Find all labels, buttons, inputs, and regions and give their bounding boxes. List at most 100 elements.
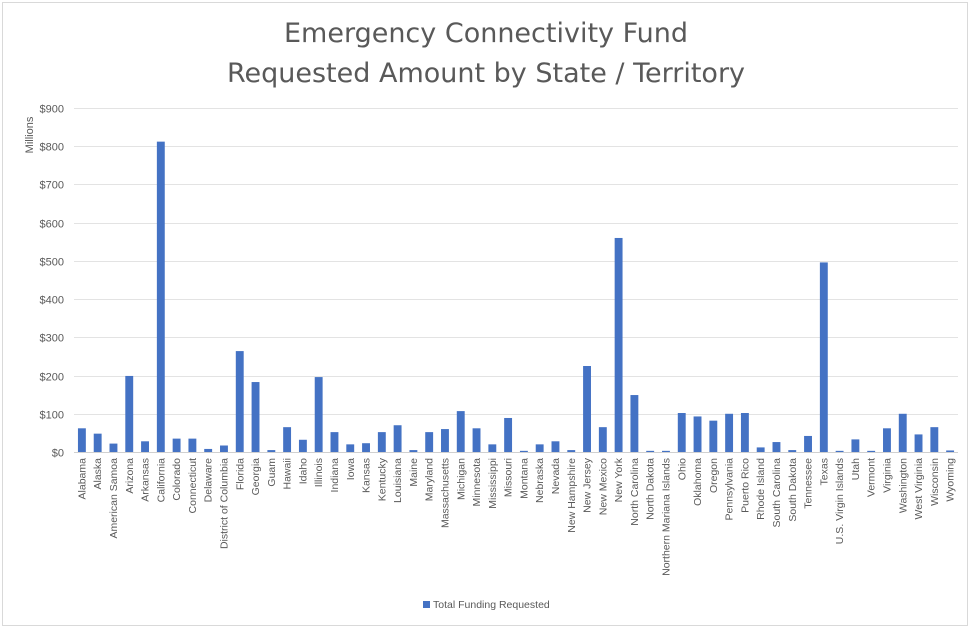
gridlines xyxy=(74,108,958,453)
bar xyxy=(535,444,544,452)
y-tick-label: $700 xyxy=(40,180,64,192)
x-tick-label: Minnesota xyxy=(471,458,483,507)
bar xyxy=(788,450,797,452)
bar xyxy=(172,438,181,452)
bar xyxy=(756,447,765,452)
bar xyxy=(551,441,560,452)
x-tick-label: Georgia xyxy=(250,458,262,496)
x-tick-label: Alabama xyxy=(76,458,88,500)
x-tick-label: Tennessee xyxy=(803,458,815,509)
bar xyxy=(425,432,434,452)
x-tick-label: California xyxy=(155,458,167,503)
x-tick-label: Nevada xyxy=(550,458,562,494)
x-tick-label: South Carolina xyxy=(771,458,783,528)
x-tick-label: Pennsylvania xyxy=(724,458,736,521)
y-tick-label: $100 xyxy=(40,410,64,422)
bar xyxy=(867,450,876,452)
bar xyxy=(567,450,576,452)
y-axis-label: Millions xyxy=(24,116,36,153)
bar xyxy=(504,417,513,452)
x-tick-label: Indiana xyxy=(329,458,341,493)
bar xyxy=(851,439,860,452)
x-tick-label: Montana xyxy=(518,458,530,499)
bar xyxy=(235,351,244,452)
bar xyxy=(441,429,449,452)
x-tick-label: New Mexico xyxy=(597,458,609,515)
x-tick-label: Arkansas xyxy=(140,458,152,502)
x-tick-label: Missouri xyxy=(503,458,515,497)
x-tick-label: Puerto Rico xyxy=(739,458,751,513)
bar xyxy=(283,427,292,452)
bar xyxy=(772,442,781,452)
bar xyxy=(677,413,686,452)
x-tick-label: Oklahoma xyxy=(692,458,704,506)
bar xyxy=(930,427,939,452)
bar xyxy=(725,413,734,452)
x-tick-label: New York xyxy=(613,457,625,502)
x-tick-label: Virginia xyxy=(881,458,893,493)
x-tick-label: Colorado xyxy=(171,458,183,501)
bar xyxy=(693,416,702,452)
x-tick-label: Nebraska xyxy=(534,458,546,503)
x-tick-label: Alaska xyxy=(92,458,104,490)
bar xyxy=(804,435,812,452)
x-tick-label: Connecticut xyxy=(187,458,199,514)
x-tick-label: Northern Mariana Islands xyxy=(660,458,672,576)
bar xyxy=(740,413,749,452)
bar xyxy=(141,441,149,452)
x-tick-label: Delaware xyxy=(203,458,215,503)
legend: Total Funding Requested xyxy=(423,599,550,611)
chart-subtitle: Requested Amount by State / Territory xyxy=(226,58,746,89)
x-tick-label: Wyoming xyxy=(945,458,957,502)
chart-title-line1: Emergency Connectivity Fund xyxy=(283,18,689,49)
y-tick-label: $800 xyxy=(40,142,64,154)
bar xyxy=(314,377,323,452)
bar xyxy=(377,432,386,452)
x-tick-label: Arizona xyxy=(124,458,136,494)
x-tick-label: New Hampshire xyxy=(566,458,578,533)
x-tick-label: Utah xyxy=(850,458,862,480)
bar xyxy=(346,444,355,452)
x-tick-label: Oregon xyxy=(708,458,720,493)
y-tick-label: $300 xyxy=(40,333,64,345)
bar xyxy=(819,262,828,452)
x-tick-label: Michigan xyxy=(455,458,467,500)
bar xyxy=(519,450,528,452)
bar xyxy=(93,433,102,452)
y-tick-label: $400 xyxy=(40,295,64,307)
bar xyxy=(583,366,591,452)
x-tick-label: Massachusetts xyxy=(439,458,451,528)
x-tick-label: Maine xyxy=(408,458,420,487)
x-tick-label: Maryland xyxy=(424,458,436,501)
y-axis-ticks: $0 $100 $200 $300 $400 $500 $600 $700 $800 $900 xyxy=(40,104,64,460)
bar xyxy=(156,141,165,452)
bar xyxy=(220,445,228,452)
bar xyxy=(898,413,907,452)
bar xyxy=(646,450,655,452)
legend-swatch xyxy=(423,601,430,608)
bar xyxy=(298,439,307,452)
bar xyxy=(914,434,923,452)
y-tick-label: $600 xyxy=(40,219,64,231)
bar xyxy=(125,375,134,452)
bar xyxy=(835,450,844,452)
bar xyxy=(630,395,639,452)
bar xyxy=(204,448,213,452)
x-tick-label: Illinois xyxy=(313,458,325,487)
x-tick-label: North Carolina xyxy=(629,458,641,526)
x-tick-label: Mississippi xyxy=(487,458,499,509)
legend-label: Total Funding Requested xyxy=(433,599,550,611)
x-tick-label: North Dakota xyxy=(645,458,657,520)
bar xyxy=(109,443,118,452)
x-tick-label: Rhode Island xyxy=(755,458,767,520)
y-tick-label: $200 xyxy=(40,372,64,384)
x-tick-label: Louisiana xyxy=(392,458,404,503)
bar xyxy=(393,425,402,452)
x-tick-label: New Jersey xyxy=(582,457,594,513)
x-tick-label: Florida xyxy=(234,458,246,490)
x-tick-label: Iowa xyxy=(345,458,357,480)
x-tick-label: Guam xyxy=(266,458,278,487)
bar xyxy=(472,428,481,452)
x-tick-label: Wisconsin xyxy=(929,458,941,506)
